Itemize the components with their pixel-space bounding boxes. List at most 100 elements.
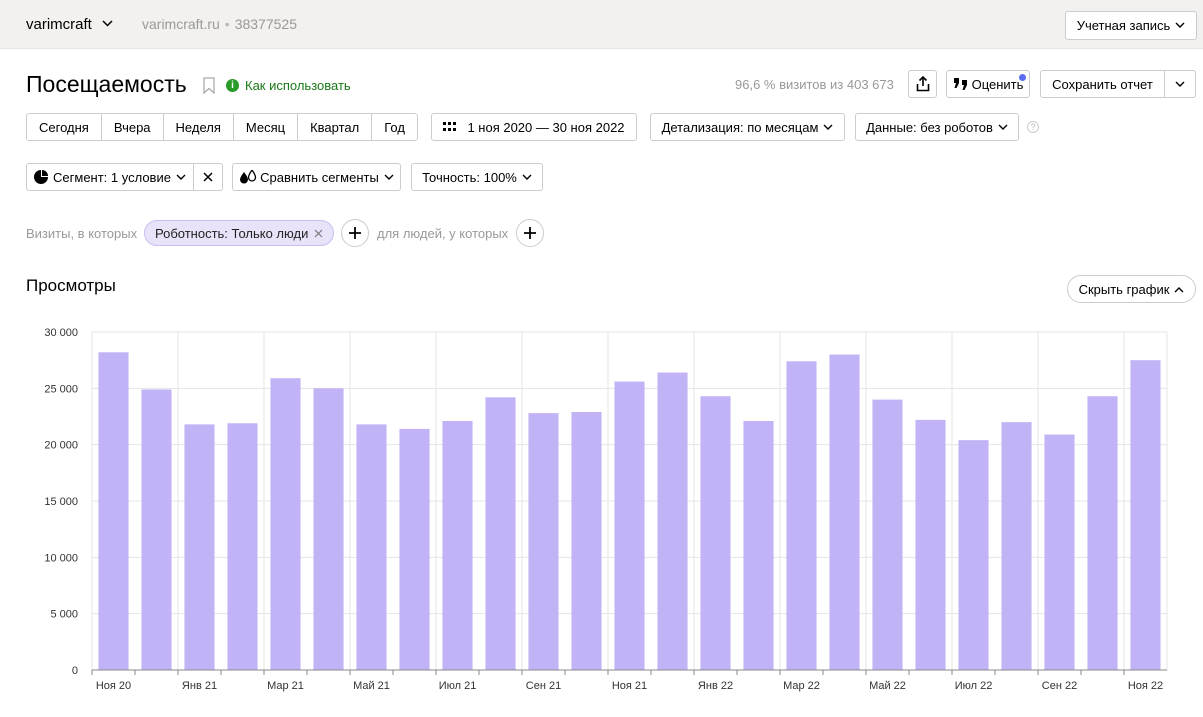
notification-dot — [1019, 74, 1026, 81]
rate-button-label: Оценить — [971, 76, 1024, 92]
x-tick-label: Мар 21 — [267, 680, 304, 692]
y-tick-label: 10 000 — [44, 552, 78, 564]
people-filter-label: для людей, у которых — [377, 226, 509, 241]
bar-Фев 21[interactable] — [227, 423, 258, 670]
bar-Фев 22[interactable] — [743, 421, 774, 670]
chart-bars — [98, 352, 1161, 670]
chart-title: Просмотры — [26, 276, 116, 295]
x-tick-label: Сен 22 — [1042, 680, 1077, 692]
data-filter-label: Данные: без роботов — [866, 119, 993, 135]
save-report-button[interactable]: Сохранить отчет — [1040, 70, 1165, 98]
bar-Янв 22[interactable] — [700, 396, 731, 670]
x-tick-label: Ноя 21 — [612, 680, 647, 692]
bar-Авг 21[interactable] — [485, 397, 516, 670]
period-week[interactable]: Неделя — [163, 114, 234, 140]
bar-Июн 22[interactable] — [915, 419, 946, 670]
chart-axes: 0 5 000 10 000 15 000 20 000 25 000 30 000 Ноя … — [44, 327, 1167, 692]
bookmark-icon[interactable] — [203, 77, 215, 94]
x-tick-label: Июл 21 — [439, 680, 477, 692]
bar-Апр 22[interactable] — [829, 354, 860, 670]
x-tick-label: Ноя 20 — [96, 680, 131, 692]
chevron-down-icon — [1175, 22, 1185, 28]
bar-Дек 21[interactable] — [657, 372, 688, 670]
top-bar: varimcraft varimcraft.ru • 38377525 Учетна… — [0, 0, 1203, 49]
bar-Сен 22[interactable] — [1044, 434, 1075, 670]
counter-id: 38377525 — [234, 16, 297, 32]
hide-chart-button[interactable]: Скрыть график — [1067, 275, 1196, 303]
bar-Мар 22[interactable] — [786, 361, 817, 670]
add-visit-condition-button[interactable] — [341, 219, 369, 247]
chevron-down-icon — [102, 20, 113, 27]
y-tick-label: 0 — [72, 665, 78, 677]
bar-Июл 22[interactable] — [958, 440, 989, 670]
bar-Мар 21[interactable] — [270, 378, 301, 670]
x-tick-label: Июл 22 — [955, 680, 993, 692]
bar-Окт 21[interactable] — [571, 411, 602, 670]
save-report-menu-button[interactable] — [1164, 70, 1196, 98]
bar-Июн 21[interactable] — [399, 428, 430, 670]
data-filter-dropdown[interactable]: Данные: без роботов — [855, 113, 1019, 141]
compare-segments-label: Сравнить сегменты — [260, 169, 379, 185]
period-selector: Сегодня Вчера Неделя Месяц Квартал Год — [26, 113, 418, 141]
compare-segments-dropdown[interactable]: Сравнить сегменты — [232, 163, 401, 191]
detail-label: Детализация: по месяцам — [661, 119, 819, 135]
bar-Июл 21[interactable] — [442, 421, 473, 670]
plus-icon — [524, 227, 536, 239]
period-yesterday[interactable]: Вчера — [101, 114, 164, 140]
period-month[interactable]: Месяц — [233, 114, 299, 140]
help-icon[interactable]: ? — [1027, 121, 1039, 133]
site-url: varimcraft.ru — [142, 16, 220, 32]
howto-link-label: Как использовать — [245, 78, 351, 93]
date-range-label: 1 ноя 2020 — 30 ноя 2022 — [467, 119, 625, 135]
filter-row: Визиты, в которых Роботность: Только люд… — [26, 219, 626, 247]
close-icon[interactable] — [314, 229, 323, 238]
pie-chart-icon — [34, 170, 49, 184]
howto-link[interactable]: i Как использовать — [226, 78, 351, 93]
bar-Ноя 20[interactable] — [98, 352, 129, 670]
rate-button[interactable]: Оценить — [946, 70, 1030, 98]
chevron-down-icon — [823, 124, 833, 130]
clear-segment-button[interactable] — [193, 163, 223, 191]
bar-Май 22[interactable] — [872, 399, 903, 670]
bar-Ноя 21[interactable] — [614, 381, 645, 670]
site-info: varimcraft.ru • 38377525 — [142, 16, 297, 32]
bar-Май 21[interactable] — [356, 424, 387, 670]
y-tick-label: 20 000 — [44, 440, 78, 452]
filter-chip[interactable]: Роботность: Только люди — [144, 220, 335, 246]
add-people-condition-button[interactable] — [516, 219, 544, 247]
bar-Авг 22[interactable] — [1001, 422, 1032, 670]
period-year[interactable]: Год — [372, 114, 417, 140]
bar-Апр 21[interactable] — [313, 388, 344, 670]
chevron-up-icon — [1174, 286, 1184, 292]
date-range-button[interactable]: 1 ноя 2020 — 30 ноя 2022 — [431, 113, 637, 141]
chevron-down-icon — [384, 174, 394, 180]
bar-Окт 22[interactable] — [1087, 396, 1118, 670]
quote-icon — [953, 78, 967, 90]
export-button[interactable] — [908, 70, 937, 98]
bar-Дек 20[interactable] — [141, 389, 172, 670]
bar-Сен 21[interactable] — [528, 413, 559, 670]
counter-selector[interactable]: varimcraft — [26, 16, 113, 33]
plus-icon — [349, 227, 361, 239]
close-icon — [203, 172, 213, 182]
pageviews-chart: 0 5 000 10 000 15 000 20 000 25 000 30 000 Ноя … — [44, 327, 1168, 692]
visits-sample-info: 96,6 % визитов из 403 673 — [735, 77, 894, 92]
visits-filter-label: Визиты, в которых — [26, 226, 138, 241]
bar-Ноя 22[interactable] — [1130, 360, 1161, 670]
x-tick-label: Сен 21 — [526, 680, 561, 692]
segment-dropdown[interactable]: Сегмент: 1 условие — [26, 163, 194, 191]
bar-Янв 21[interactable] — [184, 424, 215, 670]
y-tick-label: 15 000 — [44, 496, 78, 508]
drops-icon — [240, 170, 257, 184]
chevron-down-icon — [176, 174, 186, 180]
chevron-down-icon — [998, 124, 1008, 130]
accuracy-dropdown[interactable]: Точность: 100% — [411, 163, 543, 191]
account-button[interactable]: Учетная запись — [1065, 11, 1197, 40]
share-icon — [916, 76, 929, 92]
detail-dropdown[interactable]: Детализация: по месяцам — [650, 113, 845, 141]
filter-chip-label: Роботность: Только люди — [155, 225, 309, 241]
period-quarter[interactable]: Квартал — [298, 114, 373, 140]
y-tick-label: 25 000 — [44, 383, 78, 395]
period-today[interactable]: Сегодня — [27, 114, 102, 140]
x-tick-label: Май 22 — [869, 680, 906, 692]
